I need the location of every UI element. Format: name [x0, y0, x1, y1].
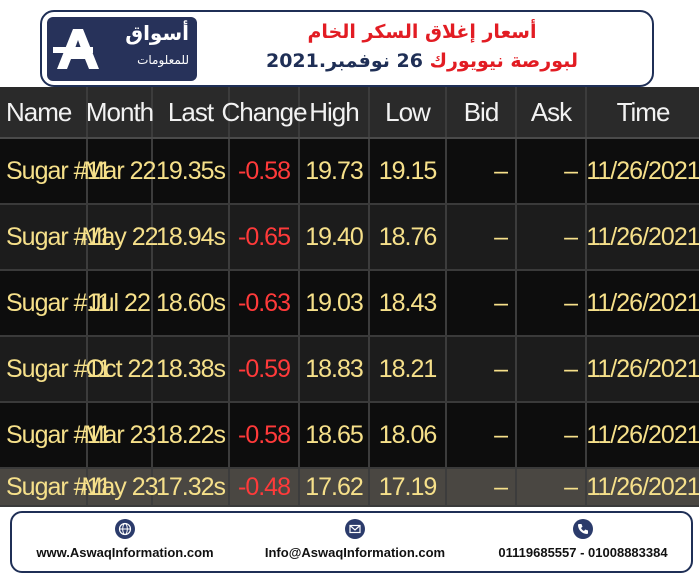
cell-time: 11/26/2021: [586, 222, 699, 251]
cell-ask: –: [517, 403, 587, 467]
cell-change: -0.58: [230, 403, 300, 467]
header-month: Month: [86, 87, 154, 137]
cell-change: -0.48: [230, 469, 300, 505]
aswaq-logo: أسواق للمعلومات: [47, 17, 197, 81]
cell-name: Sugar #11: [0, 139, 112, 203]
cell-low: 19.15: [370, 139, 447, 203]
table-header-row: Name Month Last Change High Low Bid Ask …: [0, 87, 699, 139]
page-subtitle: لبورصة نيويورك 26 نوفمبر.2021: [212, 46, 632, 76]
cell-name: Sugar #11: [0, 337, 112, 401]
phone-icon: [573, 519, 593, 539]
cell-ask: –: [517, 337, 587, 401]
table-row: Sugar #11 Jul 22 18.60s -0.63 19.03 18.4…: [0, 271, 699, 337]
cell-last: 18.22s: [153, 403, 230, 467]
cell-month: Mar 23: [84, 403, 156, 467]
cell-last: 17.32s: [153, 469, 230, 505]
cell-change: -0.63: [230, 271, 300, 335]
email-item: Info@AswaqInformation.com: [250, 519, 460, 560]
cell-high: 19.40: [300, 205, 370, 269]
cell-high: 19.73: [300, 139, 370, 203]
cell-high: 18.65: [300, 403, 370, 467]
website-item: www.AswaqInformation.com: [20, 519, 230, 560]
cell-bid: –: [447, 337, 517, 401]
cell-time: 11/26/2021: [586, 420, 699, 449]
cell-low: 18.21: [370, 337, 447, 401]
contact-footer: www.AswaqInformation.com Info@AswaqInfor…: [10, 511, 693, 573]
cell-name: Sugar #11: [0, 205, 112, 269]
cell-change: -0.65: [230, 205, 300, 269]
quote-table: Name Month Last Change High Low Bid Ask …: [0, 87, 699, 507]
website-link[interactable]: www.AswaqInformation.com: [36, 545, 214, 560]
cell-time: 11/26/2021: [586, 354, 699, 383]
table-row: Sugar #11 Mar 22 19.35s -0.58 19.73 19.1…: [0, 139, 699, 205]
cell-low: 17.19: [370, 469, 447, 505]
phone-item: 01119685557 - 01008883384: [477, 519, 689, 560]
cell-name: Sugar #11: [0, 469, 112, 505]
table-row: Sugar #11 May 23 17.32s -0.48 17.62 17.1…: [0, 469, 699, 507]
cell-low: 18.06: [370, 403, 447, 467]
cell-time: 11/26/2021: [586, 288, 699, 317]
cell-high: 19.03: [300, 271, 370, 335]
cell-month: Jul 22: [88, 271, 153, 335]
table-row: Sugar #11 May 22 18.94s -0.65 19.40 18.7…: [0, 205, 699, 271]
cell-ask: –: [517, 271, 587, 335]
cell-month: May 23: [82, 469, 159, 505]
cell-last: 18.94s: [153, 205, 230, 269]
mail-icon: [345, 519, 365, 539]
page-title: أسعار إغلاق السكر الخام: [307, 21, 537, 43]
subtitle-date: 26 نوفمبر.2021: [265, 50, 423, 72]
header-name: Name: [0, 87, 88, 137]
cell-bid: –: [447, 139, 517, 203]
cell-bid: –: [447, 469, 517, 505]
header-time: Time: [616, 96, 671, 127]
cell-bid: –: [447, 403, 517, 467]
header-high: High: [300, 87, 370, 137]
logo-a-icon: [53, 29, 99, 69]
subtitle-exchange: لبورصة نيويورك: [429, 50, 579, 72]
title-area: أسعار إغلاق السكر الخام لبورصة نيويورك 2…: [212, 18, 632, 76]
cell-last: 18.38s: [153, 337, 230, 401]
phone-numbers: 01119685557 - 01008883384: [498, 545, 668, 560]
header-change: Change: [221, 87, 308, 137]
cell-name: Sugar #11: [0, 403, 112, 467]
header-ask: Ask: [517, 87, 587, 137]
cell-low: 18.76: [370, 205, 447, 269]
cell-bid: –: [447, 271, 517, 335]
cell-last: 19.35s: [153, 139, 230, 203]
cell-time: 11/26/2021: [586, 472, 699, 501]
cell-name: Sugar #11: [0, 271, 112, 335]
table-row: Sugar #11 Oct 22 18.38s -0.59 18.83 18.2…: [0, 337, 699, 403]
table-row: Sugar #11 Mar 23 18.22s -0.58 18.65 18.0…: [0, 403, 699, 469]
logo-subtitle: للمعلومات: [137, 53, 189, 67]
cell-bid: –: [447, 205, 517, 269]
logo-text: أسواق: [125, 21, 189, 45]
header-low: Low: [370, 87, 447, 137]
cell-month: Mar 22: [84, 139, 156, 203]
cell-time: 11/26/2021: [586, 156, 699, 185]
header-last: Last: [153, 87, 230, 137]
cell-change: -0.58: [230, 139, 300, 203]
cell-high: 18.83: [300, 337, 370, 401]
cell-month: May 22: [82, 205, 159, 269]
cell-low: 18.43: [370, 271, 447, 335]
cell-ask: –: [517, 139, 587, 203]
header-banner: أسواق للمعلومات أسعار إغلاق السكر الخام …: [40, 10, 654, 87]
email-link[interactable]: Info@AswaqInformation.com: [264, 545, 446, 560]
globe-icon: [115, 519, 135, 539]
cell-ask: –: [517, 205, 587, 269]
cell-ask: –: [517, 469, 587, 505]
cell-high: 17.62: [300, 469, 370, 505]
cell-change: -0.59: [230, 337, 300, 401]
cell-month: Oct 22: [86, 337, 154, 401]
header-bid: Bid: [447, 87, 517, 137]
cell-last: 18.60s: [153, 271, 230, 335]
